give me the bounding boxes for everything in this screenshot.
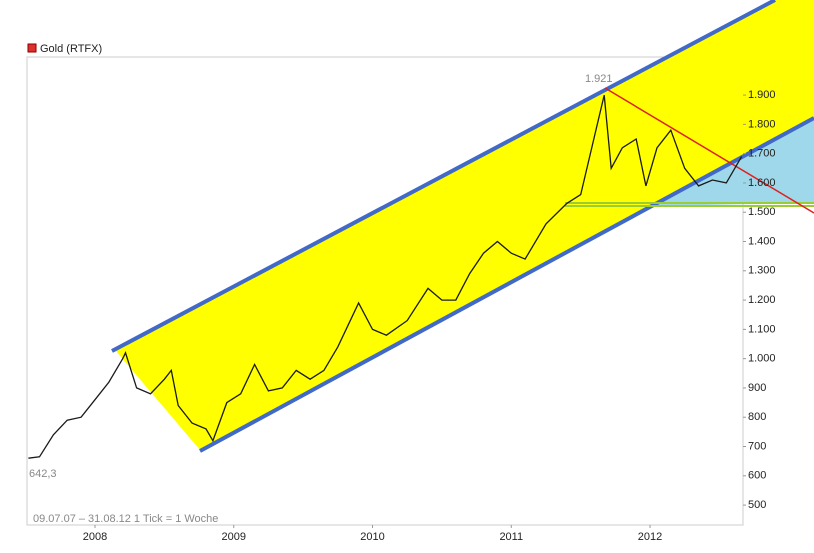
legend-swatch [27,43,37,53]
y-tick-label: 1.500 [748,206,776,218]
low-label: 642,3 [29,468,57,480]
y-tick-label: 1.100 [748,323,776,335]
x-tick-label: 2008 [83,531,107,543]
y-tick-label: 1.300 [748,265,776,277]
y-tick-label: 700 [748,440,766,452]
y-tick-label: 1.600 [748,177,776,189]
footer: 09.07.07 – 31.08.12 1 Tick = 1 Woche [33,513,218,525]
x-tick-label: 2012 [638,531,662,543]
upper-channel-line [111,0,776,353]
y-tick-label: 1.000 [748,353,776,365]
resistance-line [604,87,814,214]
channel-band [115,0,814,450]
x-tick-label: 2011 [499,531,523,543]
x-tick-label: 2010 [360,531,384,543]
y-tick-label: 800 [748,411,766,423]
y-tick-label: 500 [748,499,766,511]
y-tick-label: 1.400 [748,235,776,247]
price-line [28,94,743,459]
y-tick-label: 600 [748,470,766,482]
y-tick-label: 900 [748,382,766,394]
y-tick-label: 1.700 [748,148,776,160]
y-tick-label: 1.200 [748,294,776,306]
high-label: 1.921 [585,73,613,85]
y-tick-label: 1.900 [748,89,776,101]
lower-channel-line [199,116,814,453]
y-tick-label: 1.800 [748,118,776,130]
x-tick-label: 2009 [222,531,246,543]
legend-label: Gold (RTFX) [40,43,102,55]
